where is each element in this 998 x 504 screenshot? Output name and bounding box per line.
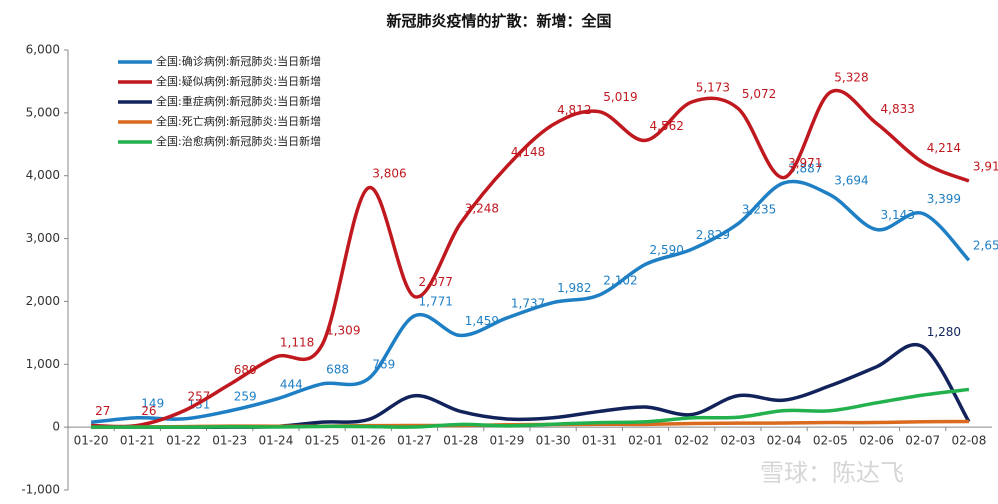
series-line (91, 342, 971, 429)
data-label: 3,971 (788, 156, 822, 170)
data-label: 257 (188, 389, 211, 403)
data-label: 1,118 (280, 335, 314, 349)
data-label: 4,833 (881, 102, 915, 116)
x-tick-label: 01-28 (443, 434, 478, 448)
data-label: 769 (372, 357, 395, 371)
chart-title: 新冠肺炎疫情的扩散：新增：全国 (386, 12, 611, 30)
data-label: 444 (280, 378, 303, 392)
y-tick-label: 2,000 (26, 294, 60, 308)
watermark: 雪球：陈达飞 (760, 459, 904, 487)
data-label: 259 (234, 389, 257, 403)
data-label: 688 (326, 362, 349, 376)
x-tick-label: 02-01 (628, 434, 663, 448)
y-tick-label: 5,000 (26, 105, 60, 119)
data-label: 1,309 (326, 323, 360, 337)
series-line (91, 387, 970, 429)
x-tick-label: 02-03 (720, 434, 755, 448)
legend-label: 全国:治愈病例:新冠肺炎:当日新增 (156, 134, 321, 148)
data-label: 3,806 (372, 166, 406, 180)
data-label: 5,173 (696, 80, 730, 94)
x-tick-label: 01-27 (397, 434, 432, 448)
x-tick-label: 02-06 (859, 434, 894, 448)
series-line (90, 179, 971, 425)
data-label: 1,737 (511, 296, 545, 310)
data-label: 2,590 (650, 243, 684, 257)
data-label: 2,656 (973, 239, 998, 253)
x-tick-label: 01-29 (489, 434, 524, 448)
data-label: 2,102 (603, 274, 637, 288)
x-tick-label: 01-30 (536, 434, 571, 448)
x-tick-label: 01-31 (582, 434, 617, 448)
legend-label: 全国:确诊病例:新冠肺炎:当日新增 (156, 54, 321, 68)
data-label: 3,248 (465, 201, 499, 215)
data-label: 5,328 (834, 71, 868, 85)
data-label: 1,459 (465, 314, 499, 328)
data-label: 1,280 (927, 325, 961, 339)
y-tick-label: 4,000 (26, 168, 60, 182)
data-label: 3,916 (973, 159, 998, 173)
data-label: 4,812 (557, 103, 591, 117)
y-tick-label: 6,000 (26, 43, 60, 57)
data-label: 3,235 (742, 202, 776, 216)
data-label: 4,214 (927, 141, 961, 155)
data-label: 4,562 (650, 119, 684, 133)
x-tick-label: 02-04 (767, 434, 802, 448)
data-label: 1,982 (557, 281, 591, 295)
x-tick-label: 02-05 (813, 434, 848, 448)
data-label: 3,399 (927, 192, 961, 206)
y-tick-label: 1,000 (26, 357, 60, 371)
data-label: 680 (234, 363, 257, 377)
x-tick-label: 01-23 (212, 434, 247, 448)
x-tick-label: 02-07 (905, 434, 940, 448)
y-tick-label: 3,000 (26, 231, 60, 245)
data-label: 4,148 (511, 145, 545, 159)
data-label: 27 (95, 404, 110, 418)
data-label: 5,072 (742, 87, 776, 101)
x-tick-label: 01-26 (351, 434, 386, 448)
data-label: 149 (141, 396, 164, 410)
x-tick-label: 01-22 (166, 434, 201, 448)
data-label: 3,694 (834, 173, 868, 187)
legend-label: 全国:疑似病例:新冠肺炎:当日新增 (156, 74, 321, 88)
data-label: 3,143 (881, 208, 915, 222)
series-line (91, 88, 970, 429)
data-label: 1,771 (419, 294, 453, 308)
data-label: 2,829 (696, 228, 730, 242)
data-label: 26 (141, 404, 156, 418)
legend-label: 全国:死亡病例:新冠肺炎:当日新增 (156, 114, 321, 128)
x-tick-label: 02-02 (674, 434, 709, 448)
data-label: 2,077 (419, 275, 453, 289)
legend-label: 全国:重症病例:新冠肺炎:当日新增 (156, 94, 321, 108)
y-tick-label: 0 (52, 420, 60, 434)
x-tick-label: 01-25 (305, 434, 340, 448)
x-tick-label: 01-21 (120, 434, 155, 448)
x-tick-label: 01-20 (74, 434, 109, 448)
y-tick-label: -1,000 (21, 483, 60, 497)
data-label: 5,019 (603, 90, 637, 104)
x-tick-label: 02-08 (951, 434, 986, 448)
x-tick-label: 01-24 (258, 434, 293, 448)
